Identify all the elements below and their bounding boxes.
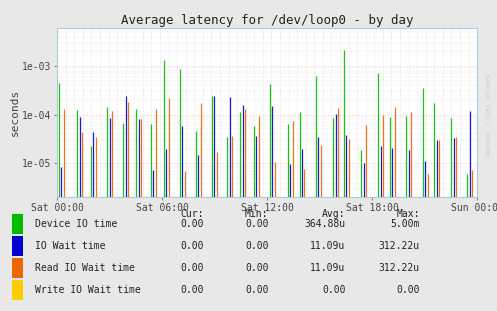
Text: 11.09u: 11.09u [310, 241, 345, 251]
Text: Max:: Max: [397, 209, 420, 220]
Text: 364.88u: 364.88u [304, 219, 345, 229]
Text: 0.00: 0.00 [180, 219, 204, 229]
Text: Min:: Min: [245, 209, 268, 220]
Bar [12, 258, 23, 278]
Bar [12, 280, 23, 300]
Text: Device IO time: Device IO time [35, 219, 117, 229]
Text: 312.22u: 312.22u [379, 241, 420, 251]
Text: Cur:: Cur: [180, 209, 204, 220]
Text: 0.00: 0.00 [245, 219, 268, 229]
Text: 0.00: 0.00 [322, 285, 345, 295]
Text: 0.00: 0.00 [245, 263, 268, 273]
Text: 5.00m: 5.00m [391, 219, 420, 229]
Text: 0.00: 0.00 [397, 285, 420, 295]
Text: 0.00: 0.00 [180, 241, 204, 251]
Title: Average latency for /dev/loop0 - by day: Average latency for /dev/loop0 - by day [121, 14, 414, 27]
Text: Write IO Wait time: Write IO Wait time [35, 285, 141, 295]
Text: 312.22u: 312.22u [379, 263, 420, 273]
Text: 0.00: 0.00 [245, 285, 268, 295]
Text: 0.00: 0.00 [180, 263, 204, 273]
Y-axis label: seconds: seconds [9, 89, 19, 136]
Text: 11.09u: 11.09u [310, 263, 345, 273]
Text: 0.00: 0.00 [245, 241, 268, 251]
Text: RRDTOOL / TOBI OETIKER: RRDTOOL / TOBI OETIKER [486, 74, 491, 156]
Bar [12, 214, 23, 234]
Text: 0.00: 0.00 [180, 285, 204, 295]
Text: IO Wait time: IO Wait time [35, 241, 105, 251]
Bar [12, 236, 23, 256]
Text: Read IO Wait time: Read IO Wait time [35, 263, 135, 273]
Text: Avg:: Avg: [322, 209, 345, 220]
